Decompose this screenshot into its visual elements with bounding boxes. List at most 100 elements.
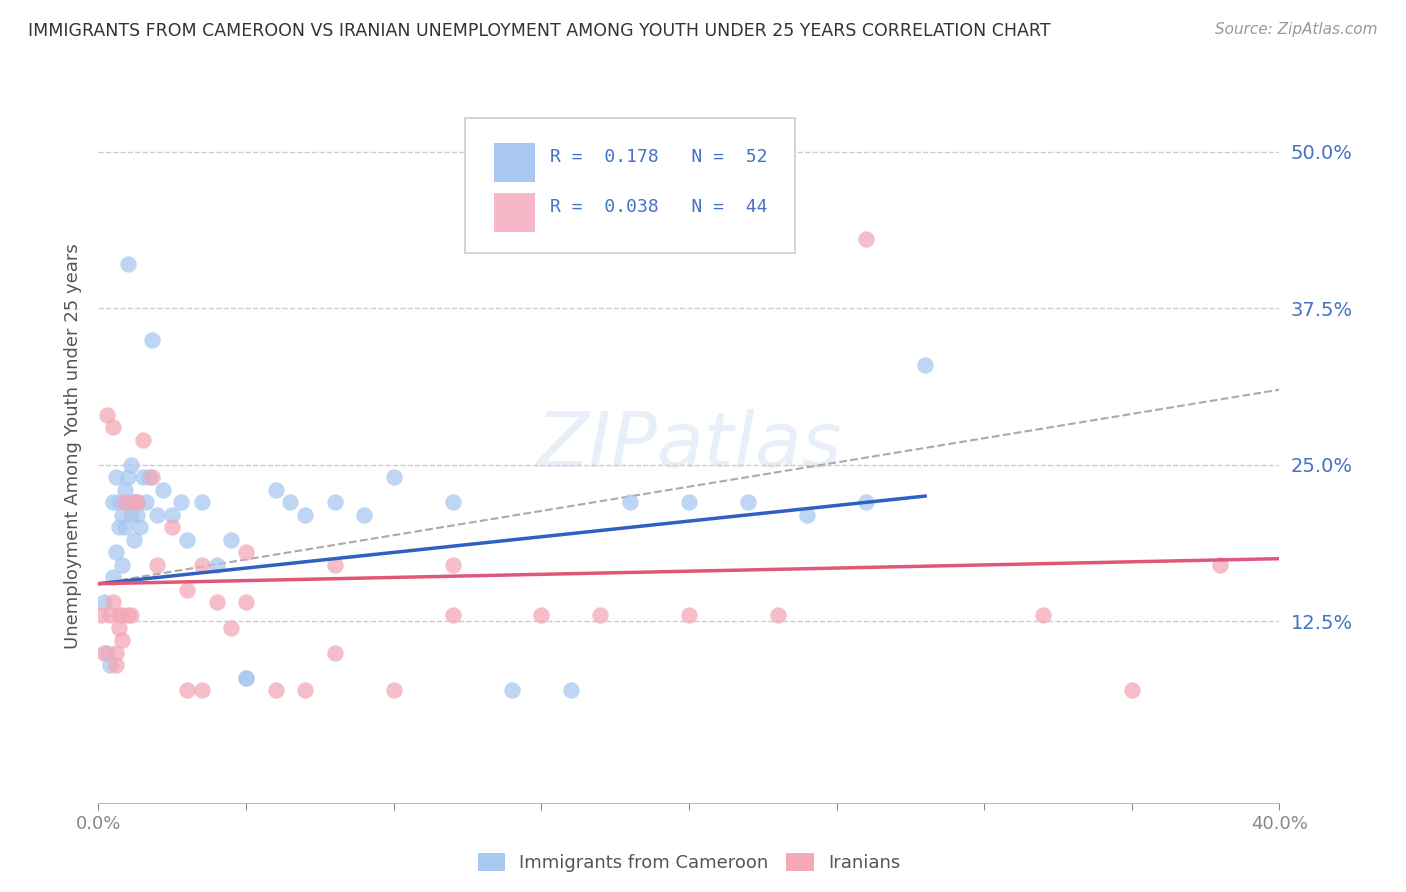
Point [235, 671, 257, 685]
Point [122, 495, 145, 509]
Point [353, 508, 375, 522]
Point [96, 408, 118, 422]
Point [117, 257, 139, 271]
Point [90, 607, 112, 622]
Point [914, 358, 936, 372]
Point [125, 508, 148, 522]
Point [441, 558, 464, 572]
Point [111, 508, 134, 522]
Point [105, 646, 128, 660]
Point [105, 658, 128, 673]
Point [98, 607, 121, 622]
Point [219, 533, 242, 547]
Point [132, 433, 155, 447]
Text: IMMIGRANTS FROM CAMEROON VS IRANIAN UNEMPLOYMENT AMONG YOUTH UNDER 25 YEARS CORR: IMMIGRANTS FROM CAMEROON VS IRANIAN UNEM… [28, 22, 1050, 40]
Point [264, 483, 287, 497]
Point [205, 558, 228, 572]
Point [103, 570, 125, 584]
Point [108, 495, 131, 509]
Point [323, 495, 346, 509]
Point [382, 683, 405, 698]
FancyBboxPatch shape [464, 118, 796, 253]
Point [114, 520, 136, 534]
Point [382, 470, 405, 484]
Point [111, 558, 134, 572]
Point [122, 533, 145, 547]
Point [103, 495, 125, 509]
Y-axis label: Unemployment Among Youth under 25 years: Unemployment Among Youth under 25 years [65, 244, 83, 648]
Point [176, 683, 198, 698]
Point [103, 420, 125, 434]
Point [235, 545, 257, 559]
Point [678, 495, 700, 509]
Point [138, 470, 160, 484]
Point [278, 495, 302, 509]
Point [111, 607, 134, 622]
Point [105, 470, 128, 484]
Point [191, 558, 214, 572]
Text: Source: ZipAtlas.com: Source: ZipAtlas.com [1215, 22, 1378, 37]
Text: ZIPatlas: ZIPatlas [536, 409, 842, 483]
Point [117, 607, 139, 622]
Point [619, 495, 641, 509]
Point [1032, 607, 1054, 622]
Point [796, 508, 818, 522]
Point [766, 607, 789, 622]
Point [235, 671, 257, 685]
Point [530, 607, 553, 622]
Point [162, 520, 183, 534]
Point [98, 658, 121, 673]
Point [120, 607, 142, 622]
Point [323, 646, 346, 660]
Legend: Immigrants from Cameroon, Iranians: Immigrants from Cameroon, Iranians [471, 846, 907, 880]
Point [501, 683, 523, 698]
Point [176, 533, 198, 547]
Point [105, 545, 128, 559]
Point [152, 483, 174, 497]
Point [560, 683, 582, 698]
Point [141, 470, 163, 484]
Point [108, 607, 131, 622]
Text: R =  0.038   N =  44: R = 0.038 N = 44 [550, 198, 768, 216]
Point [108, 621, 131, 635]
Point [146, 508, 169, 522]
Point [122, 495, 145, 509]
Point [93, 595, 115, 609]
Point [120, 508, 142, 522]
Point [114, 495, 136, 509]
Point [125, 495, 148, 509]
Point [103, 595, 125, 609]
Point [162, 508, 183, 522]
Point [737, 495, 759, 509]
Point [111, 633, 134, 648]
Point [1209, 558, 1232, 572]
Point [117, 470, 139, 484]
FancyBboxPatch shape [494, 193, 536, 232]
Point [176, 582, 198, 597]
Point [191, 495, 214, 509]
Point [678, 607, 700, 622]
Point [1121, 683, 1143, 698]
Point [96, 646, 118, 660]
Point [589, 607, 612, 622]
Point [219, 621, 242, 635]
Point [205, 595, 228, 609]
Point [441, 607, 464, 622]
Point [135, 495, 157, 509]
Point [128, 520, 150, 534]
Point [855, 495, 877, 509]
Point [855, 232, 877, 246]
Point [114, 483, 136, 497]
Point [170, 495, 193, 509]
Point [323, 558, 346, 572]
Point [294, 683, 316, 698]
Point [191, 683, 214, 698]
FancyBboxPatch shape [494, 143, 536, 182]
Text: R =  0.178   N =  52: R = 0.178 N = 52 [550, 148, 768, 166]
Point [108, 520, 131, 534]
Point [264, 683, 287, 698]
Point [125, 495, 148, 509]
Point [93, 646, 115, 660]
Point [441, 495, 464, 509]
Point [117, 495, 139, 509]
